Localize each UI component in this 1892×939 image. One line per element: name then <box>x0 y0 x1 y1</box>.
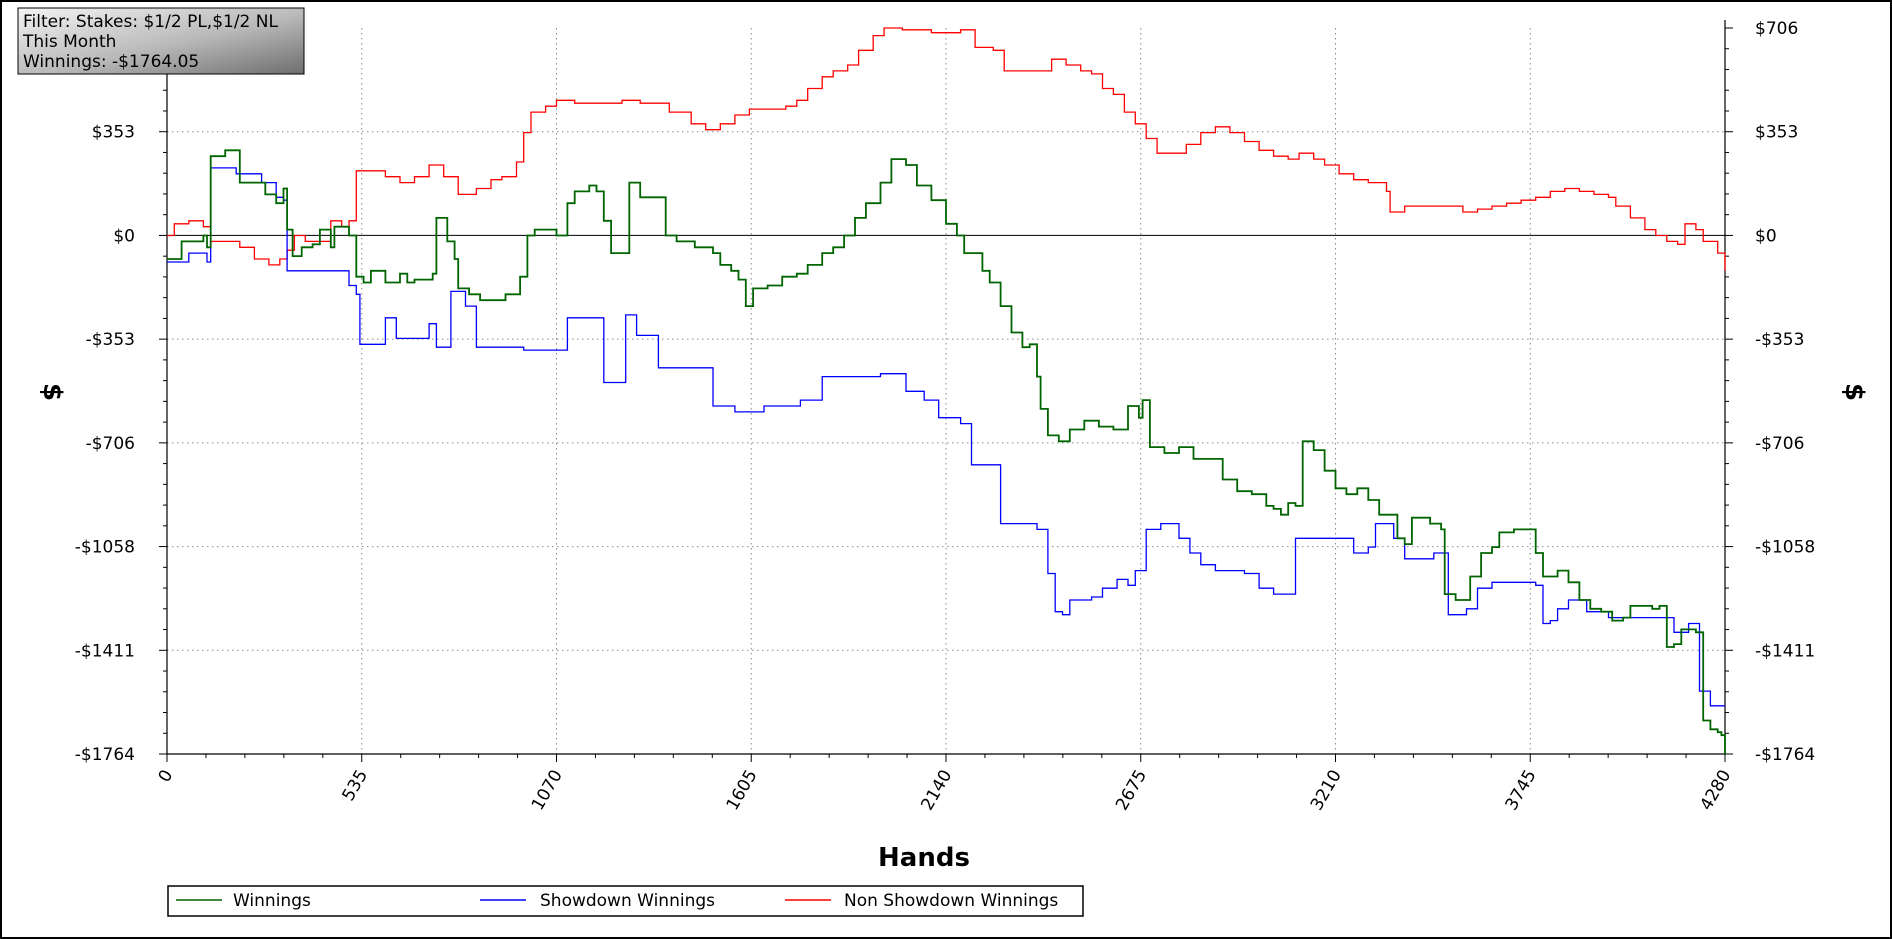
y-tick-label-left: -$706 <box>86 434 135 454</box>
legend: Winnings Showdown Winnings Non Showdown … <box>167 885 1084 917</box>
x-axis-title: Hands <box>878 843 970 873</box>
y-tick-label-right: $706 <box>1755 19 1798 39</box>
y-tick-label-left: $353 <box>92 123 135 143</box>
y-tick-label-left: -$1058 <box>75 538 135 558</box>
info-box-background <box>17 7 305 75</box>
grid <box>167 28 1725 754</box>
series-line-non-showdown <box>167 27 1726 271</box>
legend-label-showdown: Showdown Winnings <box>540 891 715 911</box>
y-tick-label-left: -$1764 <box>75 745 135 765</box>
y-tick-label-left: -$1411 <box>75 641 135 661</box>
y-tick-label-right: -$1764 <box>1755 745 1815 765</box>
y-tick-label-right: $0 <box>1755 226 1777 246</box>
filter-label: Filter: Stakes: $1/2 PL,$1/2 NL <box>23 12 278 32</box>
legend-label-non-showdown: Non Showdown Winnings <box>844 891 1058 911</box>
y-tick-label-right: -$353 <box>1755 330 1804 350</box>
legend-label-winnings: Winnings <box>233 891 311 911</box>
y-tick-label-left: $0 <box>113 226 135 246</box>
series-line-showdown <box>167 167 1725 707</box>
y-tick-label-right: -$1058 <box>1755 538 1815 558</box>
legend-box <box>167 885 1084 917</box>
series-lines <box>167 27 1726 754</box>
series-line-winnings <box>167 149 1726 754</box>
info-box: Filter: Stakes: $1/2 PL,$1/2 NL This Mon… <box>17 7 305 75</box>
y-axis-title-right: $ <box>1839 383 1869 401</box>
y-tick-label-right: -$1411 <box>1755 641 1815 661</box>
y-tick-label-right: $353 <box>1755 123 1798 143</box>
y-tick-label-right: -$706 <box>1755 434 1804 454</box>
winnings-label: Winnings: -$1764.05 <box>23 52 199 72</box>
y-tick-label-left: -$353 <box>86 330 135 350</box>
y-axis-title-left: $ <box>37 383 67 401</box>
period-label: This Month <box>22 32 116 52</box>
